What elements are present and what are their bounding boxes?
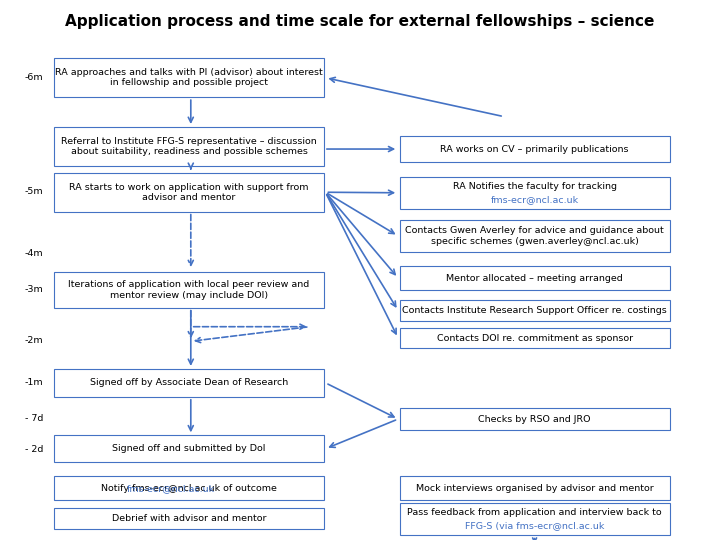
Text: Notify fms-ecr@ncl.ac.uk of outcome: Notify fms-ecr@ncl.ac.uk of outcome xyxy=(101,484,277,492)
Text: -2m: -2m xyxy=(24,336,43,345)
Text: Pass feedback from application and interview back to: Pass feedback from application and inter… xyxy=(408,508,662,517)
Text: RA approaches and talks with PI (advisor) about interest
in fellowship and possi: RA approaches and talks with PI (advisor… xyxy=(55,68,323,87)
Text: RA Notifies the faculty for tracking: RA Notifies the faculty for tracking xyxy=(453,182,616,191)
Text: FFG-S (via fms-ecr@ncl.ac.uk: FFG-S (via fms-ecr@ncl.ac.uk xyxy=(465,521,604,530)
FancyBboxPatch shape xyxy=(400,408,670,430)
FancyBboxPatch shape xyxy=(54,127,324,166)
FancyBboxPatch shape xyxy=(54,272,324,308)
Text: - 7d: - 7d xyxy=(24,414,43,423)
Text: Referral to Institute FFG-S representative – discussion
about suitability, readi: Referral to Institute FFG-S representati… xyxy=(61,137,317,156)
FancyBboxPatch shape xyxy=(54,369,324,397)
FancyBboxPatch shape xyxy=(400,266,670,290)
FancyBboxPatch shape xyxy=(400,220,670,252)
FancyBboxPatch shape xyxy=(54,173,324,212)
Text: Mock interviews organised by advisor and mentor: Mock interviews organised by advisor and… xyxy=(415,484,654,492)
Text: -4m: -4m xyxy=(24,249,43,258)
Text: -5m: -5m xyxy=(24,187,43,196)
Text: Contacts DOI re. commitment as sponsor: Contacts DOI re. commitment as sponsor xyxy=(436,334,633,342)
FancyBboxPatch shape xyxy=(54,435,324,462)
Text: -3m: -3m xyxy=(24,286,43,294)
Text: Checks by RSO and JRO: Checks by RSO and JRO xyxy=(478,415,591,423)
Text: fms-ecr@ncl.ac.uk: fms-ecr@ncl.ac.uk xyxy=(127,484,215,492)
FancyBboxPatch shape xyxy=(400,503,670,535)
FancyBboxPatch shape xyxy=(54,58,324,97)
Text: Debrief with advisor and mentor: Debrief with advisor and mentor xyxy=(112,514,266,523)
Text: -1m: -1m xyxy=(24,378,43,387)
Text: fms-ecr@ncl.ac.uk: fms-ecr@ncl.ac.uk xyxy=(490,195,579,204)
FancyBboxPatch shape xyxy=(400,476,670,500)
Text: Contacts Gwen Averley for advice and guidance about
specific schemes (gwen.averl: Contacts Gwen Averley for advice and gui… xyxy=(405,226,664,246)
Text: Iterations of application with local peer review and
mentor review (may include : Iterations of application with local pee… xyxy=(68,280,310,300)
Text: RA works on CV – primarily publications: RA works on CV – primarily publications xyxy=(441,145,629,153)
Text: Signed off by Associate Dean of Research: Signed off by Associate Dean of Research xyxy=(90,379,288,387)
FancyBboxPatch shape xyxy=(400,177,670,209)
Text: RA starts to work on application with support from
advisor and mentor: RA starts to work on application with su… xyxy=(69,183,309,202)
FancyBboxPatch shape xyxy=(400,300,670,321)
Text: Mentor allocated – meeting arranged: Mentor allocated – meeting arranged xyxy=(446,274,623,282)
Text: -6m: -6m xyxy=(24,73,43,82)
Text: Contacts Institute Research Support Officer re. costings: Contacts Institute Research Support Offi… xyxy=(402,306,667,315)
FancyBboxPatch shape xyxy=(54,476,324,500)
Text: Application process and time scale for external fellowships – science: Application process and time scale for e… xyxy=(66,14,654,29)
FancyBboxPatch shape xyxy=(54,508,324,529)
Text: - 2d: - 2d xyxy=(24,445,43,454)
FancyBboxPatch shape xyxy=(400,328,670,348)
Text: Signed off and submitted by DoI: Signed off and submitted by DoI xyxy=(112,444,266,453)
FancyBboxPatch shape xyxy=(400,136,670,162)
